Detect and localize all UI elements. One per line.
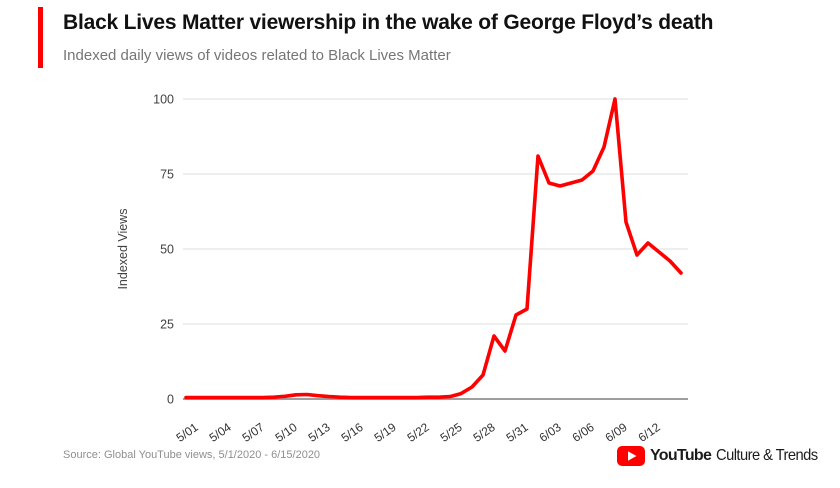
y-tick-label: 50: [160, 243, 174, 257]
x-tick-label: 5/04: [207, 420, 234, 445]
x-tick-label: 5/07: [240, 420, 267, 445]
x-tick-label: 6/12: [636, 420, 663, 445]
x-tick-label: 5/13: [306, 420, 333, 445]
x-tick-label: 6/03: [537, 420, 564, 445]
x-tick-label: 5/10: [273, 420, 300, 445]
x-tick-label: 5/19: [372, 420, 399, 445]
x-tick-label: 5/22: [405, 420, 432, 445]
title-accent-bar: [38, 7, 43, 68]
y-tick-label: 100: [153, 93, 174, 107]
x-tick-label: 6/09: [603, 420, 630, 445]
youtube-wordmark: YouTube: [650, 447, 712, 464]
x-tick-label: 5/16: [339, 420, 366, 445]
youtube-play-icon: [617, 446, 645, 466]
x-tick-label: 5/01: [174, 420, 201, 445]
page-title: Black Lives Matter viewership in the wak…: [63, 11, 714, 34]
y-tick-label: 75: [160, 168, 174, 182]
x-tick-label: 5/25: [438, 420, 465, 445]
logo-suffix-text: Culture & Trends: [716, 447, 818, 464]
youtube-culture-trends-logo: YouTube Culture & Trends: [617, 445, 827, 467]
source-note: Source: Global YouTube views, 5/1/2020 -…: [63, 449, 321, 461]
x-tick-label: 5/28: [471, 420, 498, 445]
x-tick-label: 5/31: [504, 420, 531, 445]
x-tick-label: 6/06: [570, 420, 597, 445]
y-axis-title: Indexed Views: [116, 208, 130, 289]
views-line-series: [184, 97, 683, 400]
y-tick-label: 25: [160, 318, 174, 332]
y-tick-label: 0: [167, 393, 174, 407]
page-subtitle: Indexed daily views of videos related to…: [63, 47, 451, 64]
